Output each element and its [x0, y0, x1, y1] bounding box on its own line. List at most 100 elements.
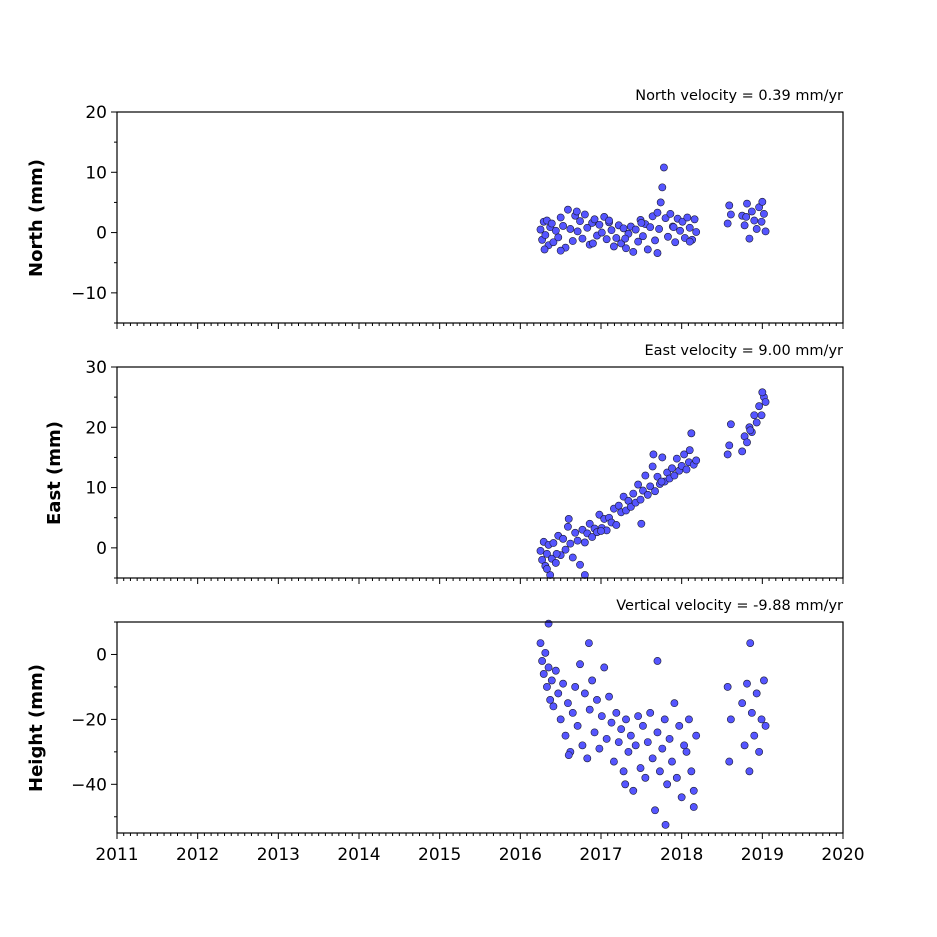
- axis-ticks-north: −10 0 10 20: [71, 103, 844, 329]
- data-point-east: [571, 528, 580, 537]
- data-point-north: [631, 225, 640, 234]
- data-point-east: [648, 462, 657, 471]
- data-point-height: [646, 708, 655, 717]
- data-point-north: [683, 213, 692, 222]
- data-point-height: [568, 708, 577, 717]
- data-point-north: [761, 227, 770, 236]
- data-point-height: [636, 764, 645, 772]
- data-point-height: [578, 741, 587, 750]
- data-point-height: [738, 699, 747, 708]
- data-point-north: [685, 237, 694, 246]
- data-point-north: [639, 232, 647, 241]
- data-point-height: [617, 725, 626, 734]
- data-point-north: [651, 236, 659, 245]
- data-point-north: [583, 223, 592, 232]
- data-point-north: [568, 237, 577, 245]
- data-point-east: [543, 565, 551, 573]
- data-point-height: [634, 712, 643, 721]
- data-point-east: [685, 446, 694, 455]
- data-point-east: [614, 501, 623, 510]
- data-point-height: [629, 786, 638, 795]
- data-point-height: [551, 666, 560, 675]
- data-point-height: [610, 757, 618, 766]
- data-point-north: [619, 224, 628, 233]
- data-point-height: [685, 715, 693, 724]
- data-point-east: [726, 420, 735, 429]
- data-point-north: [653, 208, 662, 217]
- data-point-east: [585, 519, 594, 528]
- data-point-height: [543, 683, 551, 691]
- ytick-label-height: 0: [96, 645, 107, 665]
- data-point-north: [660, 163, 668, 172]
- data-point-east: [725, 441, 734, 450]
- data-point-north: [692, 228, 701, 236]
- data-point-north: [549, 238, 558, 247]
- data-point-north: [757, 217, 766, 226]
- data-point-east: [612, 521, 621, 529]
- data-point-height: [612, 708, 621, 717]
- data-point-height: [614, 738, 623, 747]
- data-point-height: [745, 767, 754, 776]
- data-point-north: [740, 221, 749, 230]
- data-point-height: [663, 780, 672, 789]
- data-point-north: [610, 242, 618, 251]
- data-point-north: [685, 223, 694, 232]
- data-point-height: [665, 734, 674, 743]
- data-point-north: [580, 210, 589, 219]
- data-point-north: [760, 209, 768, 218]
- data-point-height: [595, 744, 604, 753]
- plot-frame-north: [116, 111, 844, 324]
- data-point-height: [544, 663, 553, 672]
- data-point-height: [740, 741, 749, 750]
- data-point-height: [653, 728, 662, 737]
- ytick-label-height: −20: [71, 710, 107, 730]
- data-point-east: [761, 398, 770, 406]
- xtick-label: 2016: [499, 845, 542, 865]
- data-point-north: [541, 231, 550, 239]
- data-point-height: [675, 721, 684, 730]
- data-point-east: [687, 429, 696, 438]
- panel-title-east: East velocity = 9.00 mm/yr: [644, 343, 843, 359]
- data-point-height: [571, 683, 580, 691]
- data-point-height: [660, 715, 669, 724]
- xtick-label: 2011: [95, 845, 138, 865]
- data-point-east: [551, 559, 560, 567]
- data-point-east: [543, 549, 551, 558]
- data-point-north: [747, 207, 756, 216]
- data-point-height: [651, 806, 659, 815]
- data-point-north: [690, 215, 699, 224]
- data-point-north: [742, 212, 751, 221]
- data-point-height: [639, 721, 647, 730]
- data-point-east: [750, 411, 759, 420]
- data-point-east: [752, 418, 761, 427]
- xtick-label: 2018: [660, 845, 703, 865]
- data-point-east: [597, 527, 605, 535]
- data-point-north: [725, 201, 734, 210]
- data-point-east: [680, 450, 688, 459]
- data-point-east: [670, 471, 679, 480]
- data-point-height: [556, 715, 565, 724]
- data-point-height: [668, 757, 676, 766]
- data-point-height: [561, 731, 570, 740]
- data-point-height: [547, 676, 556, 685]
- data-point-east: [629, 489, 638, 498]
- xtick-label: 2017: [579, 845, 622, 865]
- xtick-label: 2013: [257, 845, 300, 865]
- data-point-north: [646, 223, 655, 232]
- data-point-east: [672, 454, 681, 463]
- data-point-height: [539, 670, 548, 678]
- data-point-height: [689, 786, 698, 795]
- data-point-height: [648, 754, 657, 763]
- data-point-east: [641, 471, 650, 480]
- data-point-height: [692, 731, 701, 740]
- xtick-label: 2012: [176, 845, 219, 865]
- data-point-height: [536, 639, 545, 647]
- data-point-east: [580, 538, 589, 547]
- ylabel-east: East (mm): [44, 421, 65, 525]
- data-point-height: [726, 715, 735, 724]
- data-point-east: [657, 477, 666, 486]
- data-point-height: [602, 734, 611, 743]
- data-point-north: [589, 239, 597, 248]
- data-point-north: [664, 232, 672, 241]
